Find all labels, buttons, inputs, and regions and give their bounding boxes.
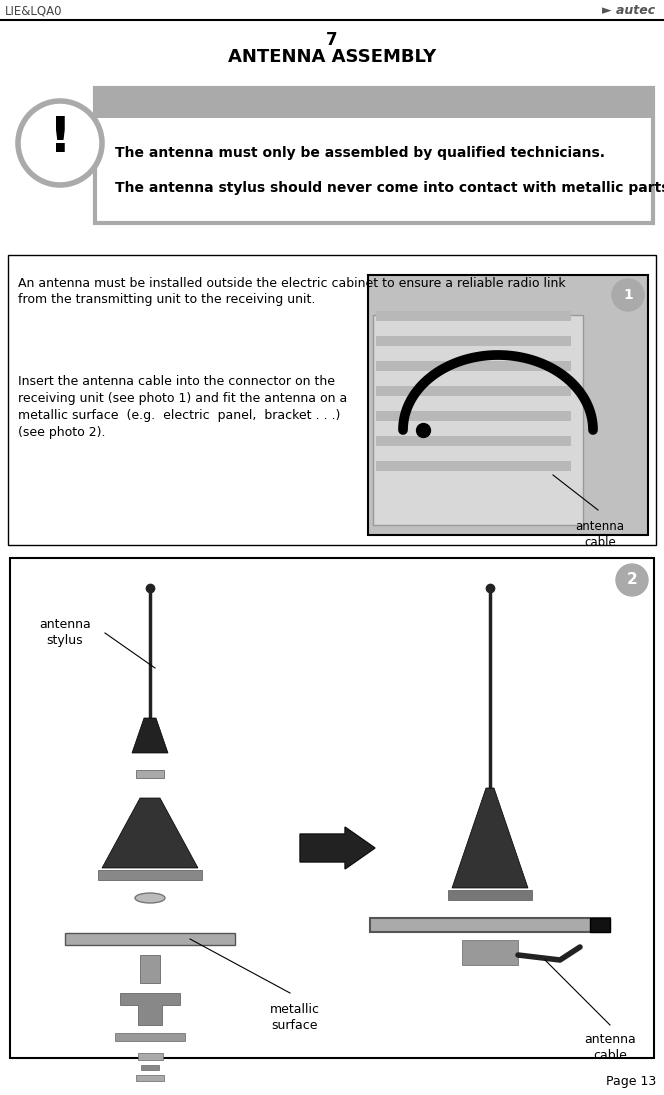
Circle shape (612, 279, 644, 311)
FancyBboxPatch shape (95, 88, 653, 223)
FancyBboxPatch shape (140, 955, 160, 983)
FancyBboxPatch shape (376, 361, 571, 371)
Text: LIE&LQA0: LIE&LQA0 (5, 4, 62, 18)
FancyBboxPatch shape (138, 1053, 163, 1060)
Text: Insert the antenna cable into the connector on the: Insert the antenna cable into the connec… (18, 374, 335, 388)
Circle shape (616, 564, 648, 596)
Text: An antenna must be installed outside the electric cabinet to ensure a reliable r: An antenna must be installed outside the… (18, 277, 566, 290)
FancyArrow shape (300, 827, 375, 869)
FancyBboxPatch shape (376, 336, 571, 346)
FancyBboxPatch shape (376, 311, 571, 321)
FancyBboxPatch shape (448, 890, 532, 900)
Text: antenna
stylus: antenna stylus (39, 618, 91, 647)
Text: The antenna must only be assembled by qualified technicians.: The antenna must only be assembled by qu… (115, 146, 605, 160)
Text: !: ! (48, 114, 71, 162)
Text: Page 13: Page 13 (606, 1075, 656, 1088)
FancyBboxPatch shape (373, 315, 583, 525)
Text: from the transmitting unit to the receiving unit.: from the transmitting unit to the receiv… (18, 293, 315, 306)
FancyBboxPatch shape (376, 436, 571, 446)
FancyBboxPatch shape (8, 255, 656, 545)
Text: (see photo 2).: (see photo 2). (18, 426, 106, 439)
FancyBboxPatch shape (376, 461, 571, 471)
FancyBboxPatch shape (368, 275, 648, 535)
FancyBboxPatch shape (136, 770, 164, 779)
FancyBboxPatch shape (376, 411, 571, 420)
FancyBboxPatch shape (590, 918, 610, 932)
Polygon shape (120, 993, 180, 1025)
FancyBboxPatch shape (98, 871, 202, 880)
Text: metallic
surface: metallic surface (270, 1003, 320, 1031)
FancyBboxPatch shape (370, 918, 610, 932)
Polygon shape (102, 798, 198, 868)
Text: ► autec: ► autec (602, 4, 655, 18)
FancyBboxPatch shape (141, 1065, 159, 1070)
FancyBboxPatch shape (95, 88, 653, 118)
Text: metallic surface  (e.g.  electric  panel,  bracket . . .): metallic surface (e.g. electric panel, b… (18, 410, 341, 422)
FancyBboxPatch shape (115, 1033, 185, 1041)
Text: 1: 1 (623, 288, 633, 302)
Text: 7: 7 (326, 31, 338, 49)
FancyBboxPatch shape (462, 940, 518, 965)
Text: ANTENNA ASSEMBLY: ANTENNA ASSEMBLY (228, 48, 436, 66)
FancyBboxPatch shape (136, 1075, 164, 1081)
FancyBboxPatch shape (10, 558, 654, 1058)
Polygon shape (452, 788, 528, 888)
Text: antenna
cable: antenna cable (584, 1033, 636, 1062)
Polygon shape (132, 718, 168, 753)
Text: The antenna stylus should never come into contact with metallic parts.: The antenna stylus should never come int… (115, 181, 664, 195)
Text: receiving unit (see photo 1) and fit the antenna on a: receiving unit (see photo 1) and fit the… (18, 392, 347, 405)
Circle shape (18, 101, 102, 185)
FancyBboxPatch shape (376, 387, 571, 396)
Ellipse shape (135, 894, 165, 903)
FancyBboxPatch shape (65, 933, 235, 945)
Text: antenna
cable: antenna cable (576, 520, 625, 549)
Text: 2: 2 (627, 573, 637, 588)
